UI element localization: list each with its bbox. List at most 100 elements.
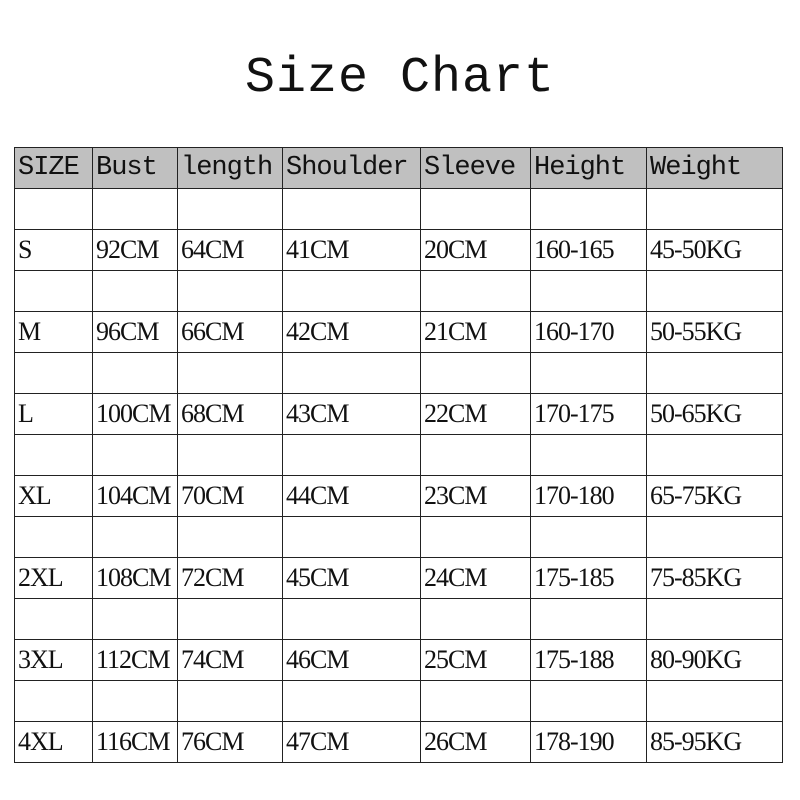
cell-height: 160-170	[530, 311, 647, 353]
table-row: 2XL 108CM 72CM 45CM 24CM 175-185 75-85KG	[14, 557, 783, 599]
cell-sleeve: 21CM	[420, 311, 531, 353]
empty-cell	[177, 270, 283, 312]
cell-weight: 45-50KG	[646, 229, 783, 271]
table-header-row: SIZE Bust length Shoulder Sleeve Height Weight	[14, 147, 783, 189]
spacer-row	[14, 270, 783, 312]
column-header-bust: Bust	[92, 147, 178, 189]
cell-height: 178-190	[530, 721, 647, 763]
cell-shoulder: 41CM	[282, 229, 421, 271]
cell-length: 76CM	[177, 721, 283, 763]
column-header-size: SIZE	[14, 147, 93, 189]
cell-sleeve: 24CM	[420, 557, 531, 599]
cell-size: M	[14, 311, 93, 353]
empty-cell	[14, 680, 93, 722]
empty-cell	[420, 434, 531, 476]
empty-cell	[420, 598, 531, 640]
cell-size: 2XL	[14, 557, 93, 599]
spacer-row	[14, 516, 783, 558]
cell-height: 170-175	[530, 393, 647, 435]
empty-cell	[646, 434, 783, 476]
cell-shoulder: 45CM	[282, 557, 421, 599]
cell-size: XL	[14, 475, 93, 517]
empty-cell	[14, 270, 93, 312]
cell-length: 72CM	[177, 557, 283, 599]
table-row: XL 104CM 70CM 44CM 23CM 170-180 65-75KG	[14, 475, 783, 517]
empty-cell	[420, 680, 531, 722]
empty-cell	[14, 352, 93, 394]
cell-length: 66CM	[177, 311, 283, 353]
empty-cell	[646, 188, 783, 230]
cell-weight: 50-55KG	[646, 311, 783, 353]
spacer-row	[14, 434, 783, 476]
empty-cell	[282, 680, 421, 722]
empty-cell	[420, 188, 531, 230]
empty-cell	[420, 352, 531, 394]
cell-length: 74CM	[177, 639, 283, 681]
cell-bust: 108CM	[92, 557, 178, 599]
cell-bust: 92CM	[92, 229, 178, 271]
cell-length: 70CM	[177, 475, 283, 517]
empty-cell	[530, 352, 647, 394]
size-chart-table: SIZE Bust length Shoulder Sleeve Height Weight…	[14, 147, 783, 763]
empty-cell	[282, 434, 421, 476]
empty-cell	[646, 516, 783, 558]
table-row: L 100CM 68CM 43CM 22CM 170-175 50-65KG	[14, 393, 783, 435]
empty-cell	[646, 352, 783, 394]
cell-weight: 80-90KG	[646, 639, 783, 681]
cell-weight: 85-95KG	[646, 721, 783, 763]
empty-cell	[282, 516, 421, 558]
empty-cell	[646, 680, 783, 722]
cell-height: 175-188	[530, 639, 647, 681]
empty-cell	[92, 598, 178, 640]
cell-sleeve: 20CM	[420, 229, 531, 271]
column-header-shoulder: Shoulder	[282, 147, 421, 189]
empty-cell	[14, 434, 93, 476]
cell-bust: 96CM	[92, 311, 178, 353]
cell-size: S	[14, 229, 93, 271]
cell-size: 4XL	[14, 721, 93, 763]
empty-cell	[92, 352, 178, 394]
empty-cell	[420, 516, 531, 558]
empty-cell	[14, 598, 93, 640]
spacer-row	[14, 352, 783, 394]
empty-cell	[92, 680, 178, 722]
empty-cell	[177, 598, 283, 640]
empty-cell	[282, 270, 421, 312]
cell-weight: 65-75KG	[646, 475, 783, 517]
empty-cell	[177, 188, 283, 230]
spacer-row	[14, 598, 783, 640]
table-row: 4XL 116CM 76CM 47CM 26CM 178-190 85-95KG	[14, 721, 783, 763]
cell-weight: 50-65KG	[646, 393, 783, 435]
page-title: Size Chart	[244, 50, 556, 107]
empty-cell	[420, 270, 531, 312]
cell-shoulder: 46CM	[282, 639, 421, 681]
empty-cell	[14, 188, 93, 230]
cell-bust: 100CM	[92, 393, 178, 435]
empty-cell	[530, 434, 647, 476]
empty-cell	[177, 516, 283, 558]
cell-sleeve: 25CM	[420, 639, 531, 681]
table-row: M 96CM 66CM 42CM 21CM 160-170 50-55KG	[14, 311, 783, 353]
empty-cell	[177, 352, 283, 394]
column-header-sleeve: Sleeve	[420, 147, 531, 189]
spacer-row	[14, 680, 783, 722]
table-row: S 92CM 64CM 41CM 20CM 160-165 45-50KG	[14, 229, 783, 271]
cell-bust: 112CM	[92, 639, 178, 681]
cell-bust: 116CM	[92, 721, 178, 763]
empty-cell	[92, 516, 178, 558]
cell-shoulder: 42CM	[282, 311, 421, 353]
empty-cell	[92, 270, 178, 312]
empty-cell	[92, 434, 178, 476]
empty-cell	[530, 188, 647, 230]
empty-cell	[177, 680, 283, 722]
spacer-row	[14, 188, 783, 230]
cell-sleeve: 22CM	[420, 393, 531, 435]
cell-bust: 104CM	[92, 475, 178, 517]
column-header-length: length	[177, 147, 283, 189]
empty-cell	[530, 680, 647, 722]
empty-cell	[92, 188, 178, 230]
empty-cell	[646, 598, 783, 640]
empty-cell	[646, 270, 783, 312]
cell-length: 68CM	[177, 393, 283, 435]
empty-cell	[282, 598, 421, 640]
